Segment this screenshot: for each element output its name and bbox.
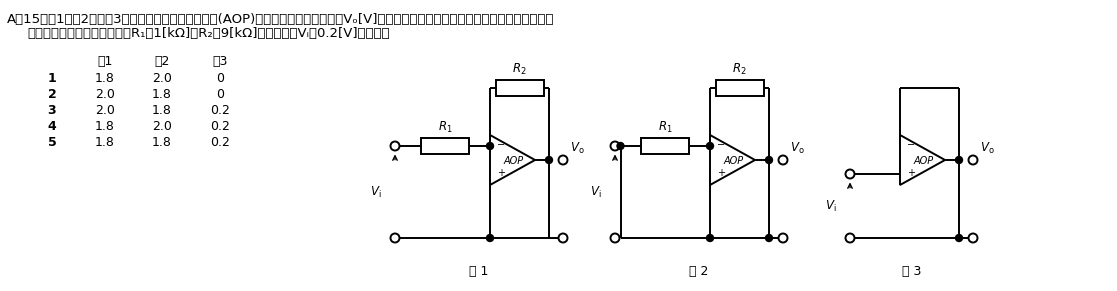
Text: AOP: AOP: [724, 156, 744, 166]
Text: 3: 3: [48, 104, 56, 117]
Bar: [496, 80, 544, 96]
Circle shape: [611, 233, 620, 242]
Bar: [421, 138, 469, 154]
Polygon shape: [490, 135, 535, 185]
Text: 図 1: 図 1: [469, 265, 489, 278]
Text: 1.8: 1.8: [152, 88, 172, 101]
Text: +: +: [497, 168, 505, 178]
Circle shape: [558, 233, 567, 242]
Circle shape: [391, 233, 400, 242]
Text: 4: 4: [48, 120, 56, 133]
Text: 2: 2: [48, 88, 56, 101]
Circle shape: [487, 143, 494, 150]
Text: 番号から選べ。ただし、抵抗R₁＝1[kΩ]、R₂＝9[kΩ]、入力電圧Vᵢを0.2[V]とする。: 番号から選べ。ただし、抵抗R₁＝1[kΩ]、R₂＝9[kΩ]、入力電圧Vᵢを0.…: [27, 27, 390, 40]
Text: $R_1$: $R_1$: [438, 120, 452, 135]
Text: 図3: 図3: [212, 55, 228, 68]
Circle shape: [706, 235, 714, 242]
Circle shape: [611, 141, 620, 150]
Circle shape: [846, 233, 855, 242]
Text: 図 2: 図 2: [689, 265, 708, 278]
Circle shape: [955, 157, 963, 164]
Polygon shape: [900, 135, 945, 185]
Text: AOP: AOP: [504, 156, 524, 166]
Text: 2.0: 2.0: [95, 104, 115, 117]
Text: 0.2: 0.2: [210, 120, 230, 133]
Text: $V_\mathrm{i}$: $V_\mathrm{i}$: [825, 198, 837, 214]
Text: $R_2$: $R_2$: [733, 62, 747, 77]
Text: 0.2: 0.2: [210, 104, 230, 117]
Circle shape: [545, 157, 553, 164]
Circle shape: [955, 235, 963, 242]
Text: $V_\mathrm{o}$: $V_\mathrm{o}$: [790, 141, 804, 156]
Text: 0: 0: [216, 88, 225, 101]
Text: 1.8: 1.8: [152, 136, 172, 149]
Circle shape: [765, 235, 773, 242]
Text: 2.0: 2.0: [152, 120, 172, 133]
Text: 1.8: 1.8: [95, 72, 115, 85]
Text: 0.2: 0.2: [210, 136, 230, 149]
Polygon shape: [710, 135, 755, 185]
Text: −: −: [907, 140, 915, 150]
Text: 2.0: 2.0: [152, 72, 172, 85]
Text: 1.8: 1.8: [95, 136, 115, 149]
Text: 0: 0: [216, 72, 225, 85]
Bar: [641, 138, 689, 154]
Circle shape: [846, 169, 855, 178]
Text: +: +: [717, 168, 725, 178]
Circle shape: [765, 157, 773, 164]
Text: $V_\mathrm{o}$: $V_\mathrm{o}$: [980, 141, 994, 156]
Text: +: +: [907, 168, 915, 178]
Text: AOP: AOP: [914, 156, 934, 166]
Circle shape: [779, 233, 787, 242]
Text: 1.8: 1.8: [152, 104, 172, 117]
Circle shape: [968, 155, 977, 164]
Circle shape: [779, 155, 787, 164]
Circle shape: [617, 143, 624, 150]
Circle shape: [558, 155, 567, 164]
Text: 5: 5: [48, 136, 56, 149]
Text: 2.0: 2.0: [95, 88, 115, 101]
Text: $V_\mathrm{i}$: $V_\mathrm{i}$: [371, 184, 382, 200]
Bar: [716, 80, 764, 96]
Text: $V_\mathrm{i}$: $V_\mathrm{i}$: [591, 184, 602, 200]
Text: A－15　図1、図2及び図3に示す理想的な演算増幅器(AOP)を用いた回路の出力電圧Vₒ[V]の大きさの値の組合せとして、正しいものを下の: A－15 図1、図2及び図3に示す理想的な演算増幅器(AOP)を用いた回路の出力…: [7, 13, 554, 26]
Text: 1: 1: [48, 72, 56, 85]
Text: −: −: [497, 140, 505, 150]
Text: 図 3: 図 3: [901, 265, 922, 278]
Circle shape: [968, 233, 977, 242]
Text: 図2: 図2: [154, 55, 170, 68]
Text: $R_2$: $R_2$: [513, 62, 527, 77]
Text: $V_\mathrm{o}$: $V_\mathrm{o}$: [570, 141, 584, 156]
Circle shape: [487, 235, 494, 242]
Circle shape: [391, 141, 400, 150]
Text: 図1: 図1: [97, 55, 113, 68]
Text: −: −: [717, 140, 725, 150]
Text: $R_1$: $R_1$: [658, 120, 672, 135]
Text: 1.8: 1.8: [95, 120, 115, 133]
Circle shape: [706, 143, 714, 150]
